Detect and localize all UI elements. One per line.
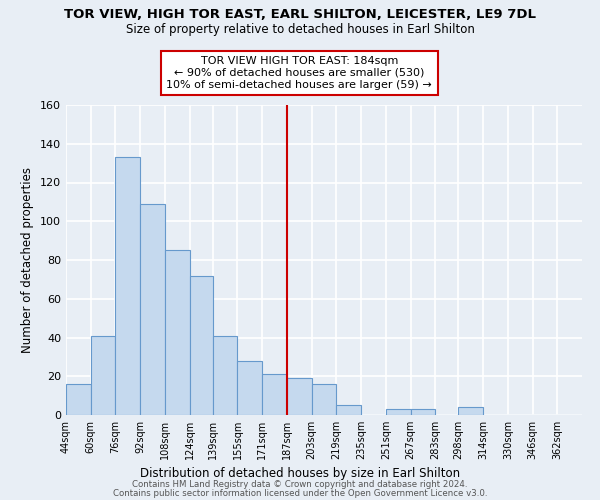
Bar <box>238 361 262 415</box>
Bar <box>140 204 165 415</box>
Bar <box>66 384 91 415</box>
Bar <box>115 158 140 415</box>
Bar <box>262 374 287 415</box>
Text: TOR VIEW, HIGH TOR EAST, EARL SHILTON, LEICESTER, LE9 7DL: TOR VIEW, HIGH TOR EAST, EARL SHILTON, L… <box>64 8 536 20</box>
Text: Distribution of detached houses by size in Earl Shilton: Distribution of detached houses by size … <box>140 468 460 480</box>
Bar <box>165 250 190 415</box>
Bar <box>213 336 238 415</box>
Bar <box>386 409 410 415</box>
Text: Size of property relative to detached houses in Earl Shilton: Size of property relative to detached ho… <box>125 22 475 36</box>
Bar <box>337 406 361 415</box>
Bar <box>190 276 213 415</box>
Bar <box>91 336 115 415</box>
Bar <box>410 409 435 415</box>
Bar <box>287 378 311 415</box>
Bar <box>311 384 337 415</box>
Y-axis label: Number of detached properties: Number of detached properties <box>22 167 34 353</box>
Text: Contains public sector information licensed under the Open Government Licence v3: Contains public sector information licen… <box>113 488 487 498</box>
Text: TOR VIEW HIGH TOR EAST: 184sqm
← 90% of detached houses are smaller (530)
10% of: TOR VIEW HIGH TOR EAST: 184sqm ← 90% of … <box>166 56 432 90</box>
Bar <box>458 407 483 415</box>
Text: Contains HM Land Registry data © Crown copyright and database right 2024.: Contains HM Land Registry data © Crown c… <box>132 480 468 489</box>
